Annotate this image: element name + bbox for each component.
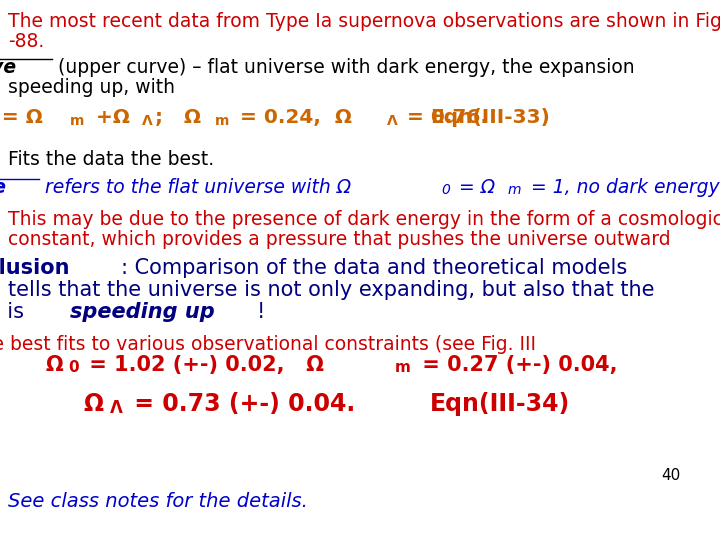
Text: +Ω: +Ω: [89, 108, 130, 127]
Text: = 0.73 (+-) 0.04.: = 0.73 (+-) 0.04.: [126, 392, 356, 416]
Text: = 1.02 (+-) 0.02,   Ω: = 1.02 (+-) 0.02, Ω: [82, 355, 325, 375]
Text: 40: 40: [661, 468, 680, 483]
Text: 0: 0: [68, 360, 79, 375]
Text: = 1 = Ω: = 1 = Ω: [0, 108, 43, 127]
Text: Λ: Λ: [141, 114, 152, 128]
Text: constant, which provides a pressure that pushes the universe outward: constant, which provides a pressure that…: [8, 230, 670, 249]
Text: expansion is: expansion is: [0, 302, 31, 322]
Text: Eqn(III-33): Eqn(III-33): [430, 108, 550, 127]
Text: Black curve: Black curve: [0, 58, 17, 77]
Text: -88.: -88.: [8, 32, 44, 51]
Text: speeding up, with: speeding up, with: [8, 78, 175, 97]
Text: tells that the universe is not only expanding, but also that the: tells that the universe is not only expa…: [8, 280, 654, 300]
Text: = Ω: = Ω: [453, 178, 495, 197]
Text: This may be due to the presence of dark energy in the form of a cosmological: This may be due to the presence of dark …: [8, 210, 720, 229]
Text: ;   Ω: ; Ω: [156, 108, 202, 127]
Text: = 0.24,  Ω: = 0.24, Ω: [233, 108, 352, 127]
Text: !: !: [257, 302, 266, 322]
Text: = 0.76.: = 0.76.: [400, 108, 488, 127]
Text: m: m: [395, 360, 410, 375]
Text: : Comparison of the data and theoretical models: : Comparison of the data and theoretical…: [121, 258, 627, 278]
Text: (upper curve) – flat universe with dark energy, the expansion: (upper curve) – flat universe with dark …: [52, 58, 634, 77]
Text: Ω: Ω: [46, 355, 63, 375]
Text: speeding up: speeding up: [71, 302, 215, 322]
Text: See class notes for the details.: See class notes for the details.: [8, 492, 308, 511]
Text: Λ: Λ: [387, 114, 397, 128]
Text: Ω: Ω: [84, 392, 104, 416]
Text: 0: 0: [441, 183, 450, 197]
Text: Fits the data the best.: Fits the data the best.: [8, 150, 214, 169]
Text: m: m: [215, 114, 229, 128]
Text: m: m: [508, 183, 521, 197]
Text: = 0.27 (+-) 0.04,: = 0.27 (+-) 0.04,: [415, 355, 618, 375]
Text: The conclusion: The conclusion: [0, 258, 70, 278]
Text: = 1, no dark energy: = 1, no dark energy: [525, 178, 719, 197]
Text: The most recent data from Type Ia supernova observations are shown in Fig. III: The most recent data from Type Ia supern…: [8, 12, 720, 31]
Text: Eqn(III-34): Eqn(III-34): [430, 392, 570, 416]
Text: The best fits to various observational constraints (see Fig. III: The best fits to various observational c…: [0, 335, 536, 354]
Text: refers to the flat universe with Ω: refers to the flat universe with Ω: [39, 178, 351, 197]
Text: -89)  gives:: -89) gives:: [0, 355, 12, 374]
Text: m: m: [70, 114, 84, 128]
Text: Blue curve: Blue curve: [0, 178, 6, 197]
Text: Λ: Λ: [109, 399, 122, 417]
